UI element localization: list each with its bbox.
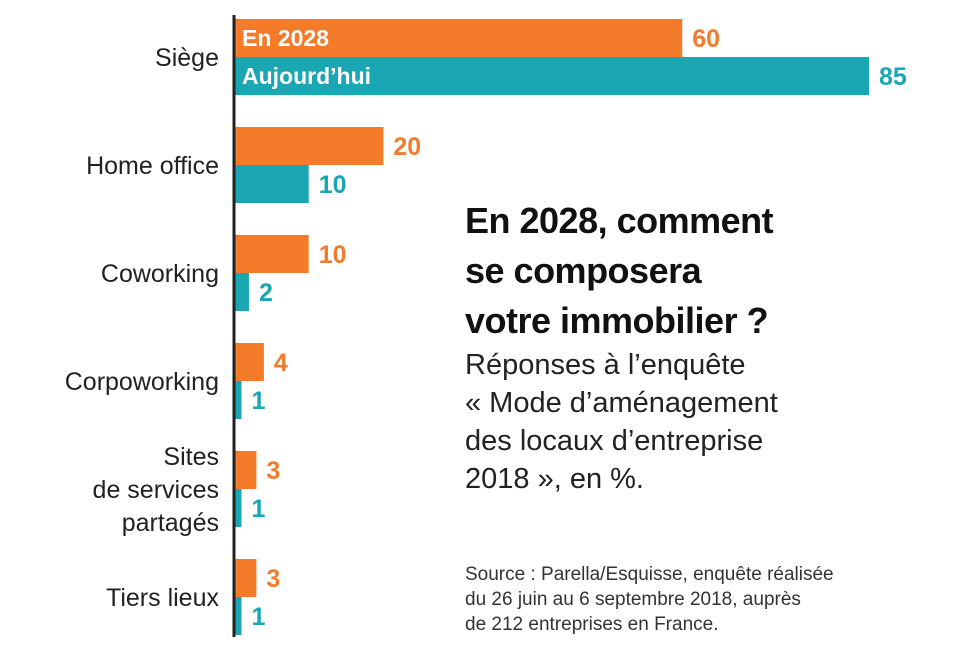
chart-subtitle-line: des locaux d’entreprise	[465, 425, 764, 457]
chart-subtitle-line: Réponses à l’enquête	[465, 349, 746, 381]
bar-aujourdhui	[234, 165, 309, 203]
category-label: Coworking	[101, 260, 219, 288]
bar-en-2028	[234, 235, 309, 273]
category-label: Home office	[86, 152, 219, 180]
value-label: 1	[251, 603, 265, 631]
bar-aujourdhui	[234, 57, 869, 95]
category-label: Siège	[155, 44, 219, 72]
bar-aujourdhui	[234, 597, 242, 635]
source-line: du 26 juin au 6 septembre 2018, auprès	[465, 589, 801, 610]
value-label: 10	[319, 241, 347, 269]
legend-label: En 2028	[242, 25, 329, 51]
chart-title-line: En 2028, comment	[465, 200, 774, 241]
bar-aujourdhui	[234, 273, 249, 311]
category-labels: Siège Home office Coworking Corpoworking Sit…	[65, 44, 220, 612]
source-note: Source : Parella/Esquisse, enquête réali…	[465, 562, 945, 637]
bar-en-2028	[234, 559, 257, 597]
chart-title-line: votre immobilier ?	[465, 300, 769, 341]
category-label: partagés	[122, 509, 219, 537]
source-line: de 212 entreprises en France.	[465, 614, 719, 635]
value-label: 60	[692, 25, 720, 53]
value-label: 85	[879, 63, 907, 91]
bar-en-2028	[234, 127, 384, 165]
bar-en-2028	[234, 343, 264, 381]
value-label: 4	[274, 349, 288, 377]
chart-subtitle-line: « Mode d’aménagement	[465, 387, 778, 419]
category-label: Corpoworking	[65, 368, 219, 396]
value-label: 3	[266, 565, 280, 593]
bar-aujourdhui	[234, 489, 242, 527]
category-label: Sites	[163, 443, 219, 471]
category-label: Tiers lieux	[106, 584, 219, 612]
value-label: 1	[251, 387, 265, 415]
value-label: 20	[393, 133, 421, 161]
bars-group	[234, 19, 869, 635]
value-label: 3	[266, 457, 280, 485]
legend-label: Aujourd’hui	[242, 63, 371, 89]
category-label: de services	[93, 476, 219, 504]
bar-en-2028	[234, 451, 257, 489]
bar-en-2028	[234, 19, 683, 57]
value-label: 10	[319, 171, 347, 199]
series-legend-labels: En 2028 Aujourd’hui	[242, 25, 371, 89]
bar-aujourdhui	[234, 381, 242, 419]
source-line: Source : Parella/Esquisse, enquête réali…	[465, 564, 834, 585]
value-label: 2	[259, 279, 273, 307]
chart-subtitle-line: 2018 », en %.	[465, 463, 644, 495]
value-label: 1	[251, 495, 265, 523]
chart-title-line: se composera	[465, 250, 702, 291]
chart-title-block: En 2028, comment se composera votre immo…	[465, 196, 935, 498]
